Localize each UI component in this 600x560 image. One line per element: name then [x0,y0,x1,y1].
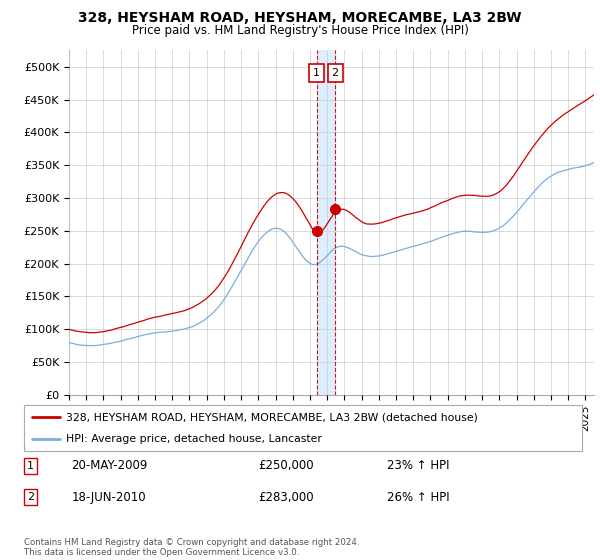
Text: Price paid vs. HM Land Registry's House Price Index (HPI): Price paid vs. HM Land Registry's House … [131,24,469,36]
Text: 20-MAY-2009: 20-MAY-2009 [71,459,148,473]
FancyBboxPatch shape [24,405,582,451]
Text: 328, HEYSHAM ROAD, HEYSHAM, MORECAMBE, LA3 2BW (detached house): 328, HEYSHAM ROAD, HEYSHAM, MORECAMBE, L… [66,412,478,422]
Text: 2: 2 [332,68,338,78]
Text: HPI: Average price, detached house, Lancaster: HPI: Average price, detached house, Lanc… [66,435,322,444]
Text: 18-JUN-2010: 18-JUN-2010 [71,491,146,504]
Text: 328, HEYSHAM ROAD, HEYSHAM, MORECAMBE, LA3 2BW: 328, HEYSHAM ROAD, HEYSHAM, MORECAMBE, L… [78,11,522,25]
Text: £283,000: £283,000 [259,491,314,504]
Text: 23% ↑ HPI: 23% ↑ HPI [387,459,449,473]
Text: Contains HM Land Registry data © Crown copyright and database right 2024.
This d: Contains HM Land Registry data © Crown c… [24,538,359,557]
Bar [317,50,335,395]
Text: 1: 1 [27,461,34,471]
Text: 2: 2 [27,492,34,502]
Text: 26% ↑ HPI: 26% ↑ HPI [387,491,449,504]
Text: 1: 1 [313,68,320,78]
Text: £250,000: £250,000 [259,459,314,473]
